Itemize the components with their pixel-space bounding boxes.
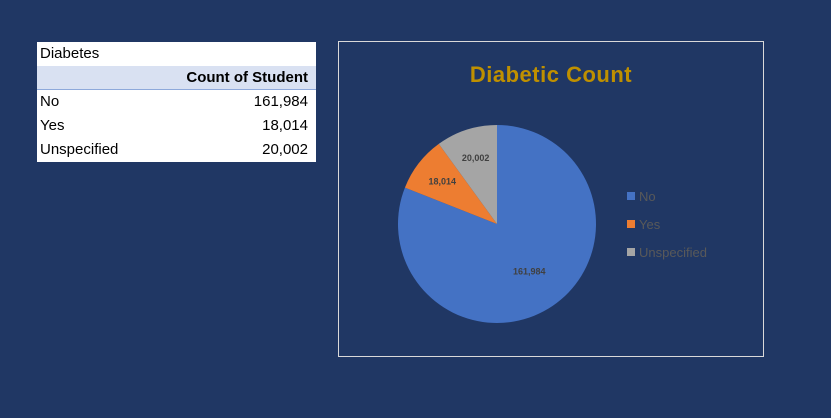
legend-item-yes[interactable]: Yes <box>627 210 707 238</box>
pivot-row-no[interactable]: No 161,984 <box>37 90 316 114</box>
data-label-unspecified: 20,002 <box>462 153 490 163</box>
row-label: Yes <box>40 117 65 134</box>
pie-slice-unspecified[interactable] <box>438 125 497 224</box>
chart-legend: No Yes Unspecified <box>627 182 707 266</box>
row-value: 18,014 <box>262 117 308 134</box>
pivot-row-yes[interactable]: Yes 18,014 <box>37 114 316 138</box>
legend-label-unspecified: Unspecified <box>639 244 707 260</box>
pie-slice-yes[interactable] <box>404 143 497 224</box>
data-label-yes: 18,014 <box>428 177 456 187</box>
legend-item-unspecified[interactable]: Unspecified <box>627 238 707 266</box>
pivot-title[interactable]: Diabetes <box>37 42 316 66</box>
legend-swatch-no <box>627 192 635 200</box>
pivot-header[interactable]: Count of Student <box>37 66 316 90</box>
legend-label-yes: Yes <box>639 216 661 232</box>
data-label-no: 161,984 <box>513 266 546 276</box>
pivot-row-unspecified[interactable]: Unspecified 20,002 <box>37 138 316 162</box>
pivot-title-label: Diabetes <box>40 45 100 62</box>
chart-panel[interactable]: Diabetic Count 161,984 18,014 20,002 No Ye… <box>338 41 764 357</box>
legend-item-no[interactable]: No <box>627 182 707 210</box>
chart-title: Diabetic Count <box>469 62 633 87</box>
row-label: Unspecified <box>40 141 119 158</box>
pivot-header-label: Count of Student <box>186 69 308 86</box>
row-value: 20,002 <box>262 141 308 158</box>
pivot-table: Diabetes Count of Student No 161,984 Yes… <box>37 42 316 162</box>
row-value: 161,984 <box>253 93 308 110</box>
legend-swatch-unspecified <box>627 248 635 256</box>
legend-label-no: No <box>639 188 656 204</box>
legend-swatch-yes <box>627 220 635 228</box>
row-label: No <box>40 93 60 110</box>
pie-chart: 161,984 18,014 20,002 <box>398 125 596 323</box>
